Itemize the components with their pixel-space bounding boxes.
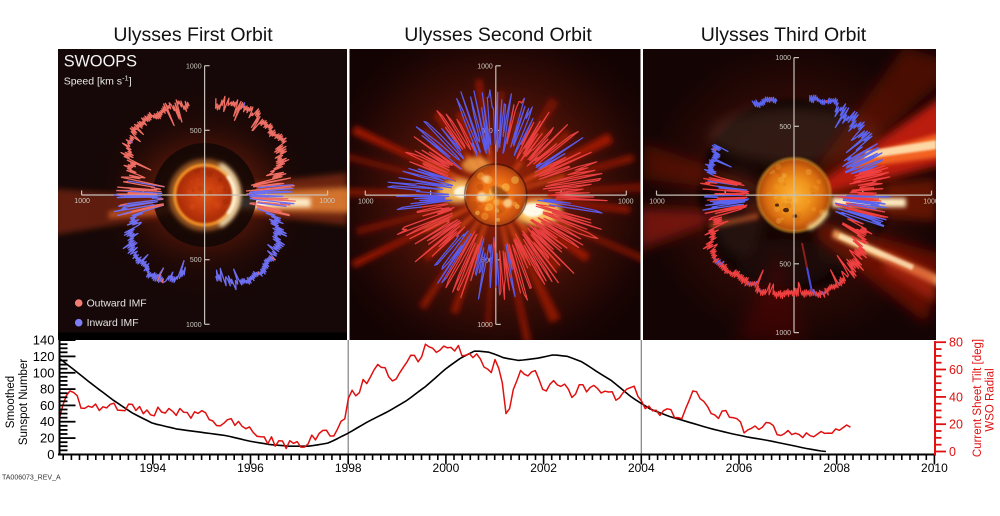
svg-text:Speed [km s-1]: Speed [km s-1] <box>64 74 132 88</box>
svg-text:0: 0 <box>949 445 956 459</box>
svg-text:120: 120 <box>33 349 55 364</box>
svg-text:500: 500 <box>190 257 202 264</box>
svg-text:Current Sheet Tilt [deg]: Current Sheet Tilt [deg] <box>972 339 984 457</box>
svg-text:60: 60 <box>949 363 963 377</box>
svg-text:Ulysses Second Orbit: Ulysses Second Orbit <box>404 24 592 46</box>
svg-text:1994: 1994 <box>139 461 166 475</box>
svg-text:20: 20 <box>40 431 54 446</box>
svg-text:140: 140 <box>33 333 55 348</box>
svg-text:1000: 1000 <box>775 330 791 337</box>
svg-text:1000: 1000 <box>649 198 665 205</box>
svg-text:Outward IMF: Outward IMF <box>87 299 147 310</box>
svg-text:1000: 1000 <box>319 198 335 205</box>
svg-text:500: 500 <box>190 128 202 135</box>
svg-text:Smoothed: Smoothed <box>5 376 17 428</box>
svg-text:1000: 1000 <box>477 322 493 329</box>
svg-text:40: 40 <box>40 414 54 429</box>
svg-text:40: 40 <box>949 390 963 404</box>
svg-text:1000: 1000 <box>477 63 493 70</box>
svg-text:Sunspot Number: Sunspot Number <box>18 359 30 445</box>
svg-text:2000: 2000 <box>433 461 460 475</box>
svg-text:20: 20 <box>949 418 963 432</box>
svg-text:Ulysses First Orbit: Ulysses First Orbit <box>113 24 273 46</box>
svg-text:500: 500 <box>481 257 493 264</box>
svg-text:1000: 1000 <box>186 322 202 329</box>
svg-text:2008: 2008 <box>823 461 850 475</box>
svg-text:WSO Radial: WSO Radial <box>985 368 997 431</box>
svg-text:Ulysses Third Orbit: Ulysses Third Orbit <box>701 24 867 46</box>
svg-text:100: 100 <box>33 365 55 380</box>
svg-text:1998: 1998 <box>335 461 362 475</box>
svg-text:500: 500 <box>779 124 791 131</box>
svg-text:1000: 1000 <box>74 198 90 205</box>
svg-text:2006: 2006 <box>726 461 753 475</box>
svg-text:1000: 1000 <box>775 55 791 62</box>
svg-text:SWOOPS: SWOOPS <box>64 52 137 70</box>
svg-text:2010: 2010 <box>921 461 948 475</box>
svg-text:80: 80 <box>949 336 963 350</box>
svg-text:0: 0 <box>47 447 54 462</box>
svg-text:2004: 2004 <box>628 461 655 475</box>
svg-text:1000: 1000 <box>186 63 202 70</box>
svg-text:80: 80 <box>40 382 54 397</box>
svg-text:1000: 1000 <box>358 198 374 205</box>
svg-text:2002: 2002 <box>530 461 557 475</box>
svg-text:TA006073_REV_A: TA006073_REV_A <box>2 475 61 482</box>
svg-text:500: 500 <box>779 261 791 268</box>
svg-text:1000: 1000 <box>923 198 939 205</box>
svg-text:1996: 1996 <box>237 461 264 475</box>
svg-text:60: 60 <box>40 398 54 413</box>
svg-text:Inward IMF: Inward IMF <box>87 318 139 329</box>
svg-text:1000: 1000 <box>618 198 634 205</box>
